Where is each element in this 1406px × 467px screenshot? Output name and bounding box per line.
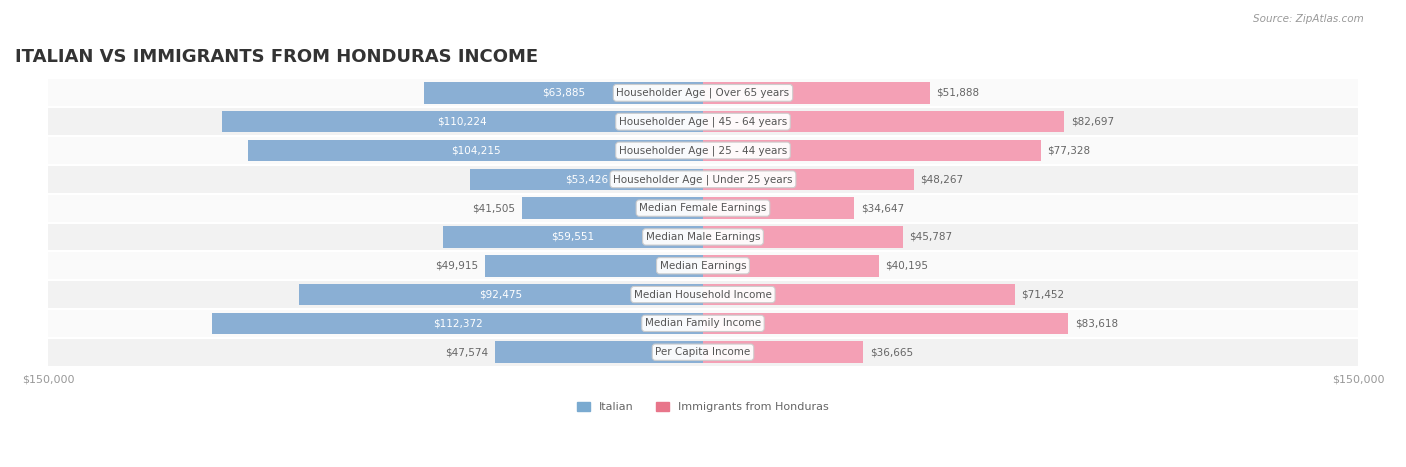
Text: $92,475: $92,475: [479, 290, 523, 299]
Bar: [470, 169, 703, 190]
Text: $40,195: $40,195: [884, 261, 928, 271]
Bar: [48, 309, 1358, 338]
Bar: [48, 107, 1358, 136]
Text: Householder Age | Over 65 years: Householder Age | Over 65 years: [616, 88, 790, 98]
Text: $71,452: $71,452: [1022, 290, 1064, 299]
Bar: [703, 341, 863, 363]
Bar: [48, 223, 1358, 251]
Bar: [443, 226, 703, 248]
Bar: [495, 341, 703, 363]
Text: $83,618: $83,618: [1074, 318, 1118, 328]
Bar: [703, 312, 1069, 334]
Text: Median Female Earnings: Median Female Earnings: [640, 203, 766, 213]
Bar: [522, 198, 703, 219]
Text: Median Male Earnings: Median Male Earnings: [645, 232, 761, 242]
Bar: [48, 251, 1358, 280]
Bar: [48, 78, 1358, 107]
Text: $36,665: $36,665: [870, 347, 912, 357]
Legend: Italian, Immigrants from Honduras: Italian, Immigrants from Honduras: [572, 398, 834, 417]
Text: $77,328: $77,328: [1047, 146, 1090, 156]
Text: $48,267: $48,267: [921, 174, 963, 184]
Bar: [703, 111, 1064, 133]
Bar: [703, 82, 929, 104]
Bar: [425, 82, 703, 104]
Bar: [222, 111, 703, 133]
Text: $47,574: $47,574: [446, 347, 489, 357]
Bar: [485, 255, 703, 276]
Bar: [212, 312, 703, 334]
Bar: [299, 284, 703, 305]
Text: $49,915: $49,915: [436, 261, 478, 271]
Bar: [703, 255, 879, 276]
Text: $59,551: $59,551: [551, 232, 595, 242]
Text: $45,787: $45,787: [910, 232, 953, 242]
Text: $104,215: $104,215: [451, 146, 501, 156]
Text: Median Earnings: Median Earnings: [659, 261, 747, 271]
Bar: [48, 165, 1358, 194]
Text: Householder Age | 25 - 44 years: Householder Age | 25 - 44 years: [619, 145, 787, 156]
Text: Source: ZipAtlas.com: Source: ZipAtlas.com: [1253, 14, 1364, 24]
Bar: [48, 194, 1358, 223]
Bar: [703, 169, 914, 190]
Bar: [703, 140, 1040, 161]
Text: $51,888: $51,888: [936, 88, 979, 98]
Bar: [247, 140, 703, 161]
Bar: [703, 226, 903, 248]
Text: Median Household Income: Median Household Income: [634, 290, 772, 299]
Text: $63,885: $63,885: [541, 88, 585, 98]
Bar: [703, 198, 855, 219]
Text: $112,372: $112,372: [433, 318, 482, 328]
Bar: [48, 338, 1358, 367]
Text: Per Capita Income: Per Capita Income: [655, 347, 751, 357]
Text: $53,426: $53,426: [565, 174, 607, 184]
Text: ITALIAN VS IMMIGRANTS FROM HONDURAS INCOME: ITALIAN VS IMMIGRANTS FROM HONDURAS INCO…: [15, 48, 538, 66]
Bar: [48, 136, 1358, 165]
Text: Median Family Income: Median Family Income: [645, 318, 761, 328]
Text: Householder Age | 45 - 64 years: Householder Age | 45 - 64 years: [619, 116, 787, 127]
Text: $82,697: $82,697: [1070, 117, 1114, 127]
Bar: [703, 284, 1015, 305]
Text: $41,505: $41,505: [472, 203, 515, 213]
Text: Householder Age | Under 25 years: Householder Age | Under 25 years: [613, 174, 793, 184]
Bar: [48, 280, 1358, 309]
Text: $34,647: $34,647: [860, 203, 904, 213]
Text: $110,224: $110,224: [437, 117, 486, 127]
